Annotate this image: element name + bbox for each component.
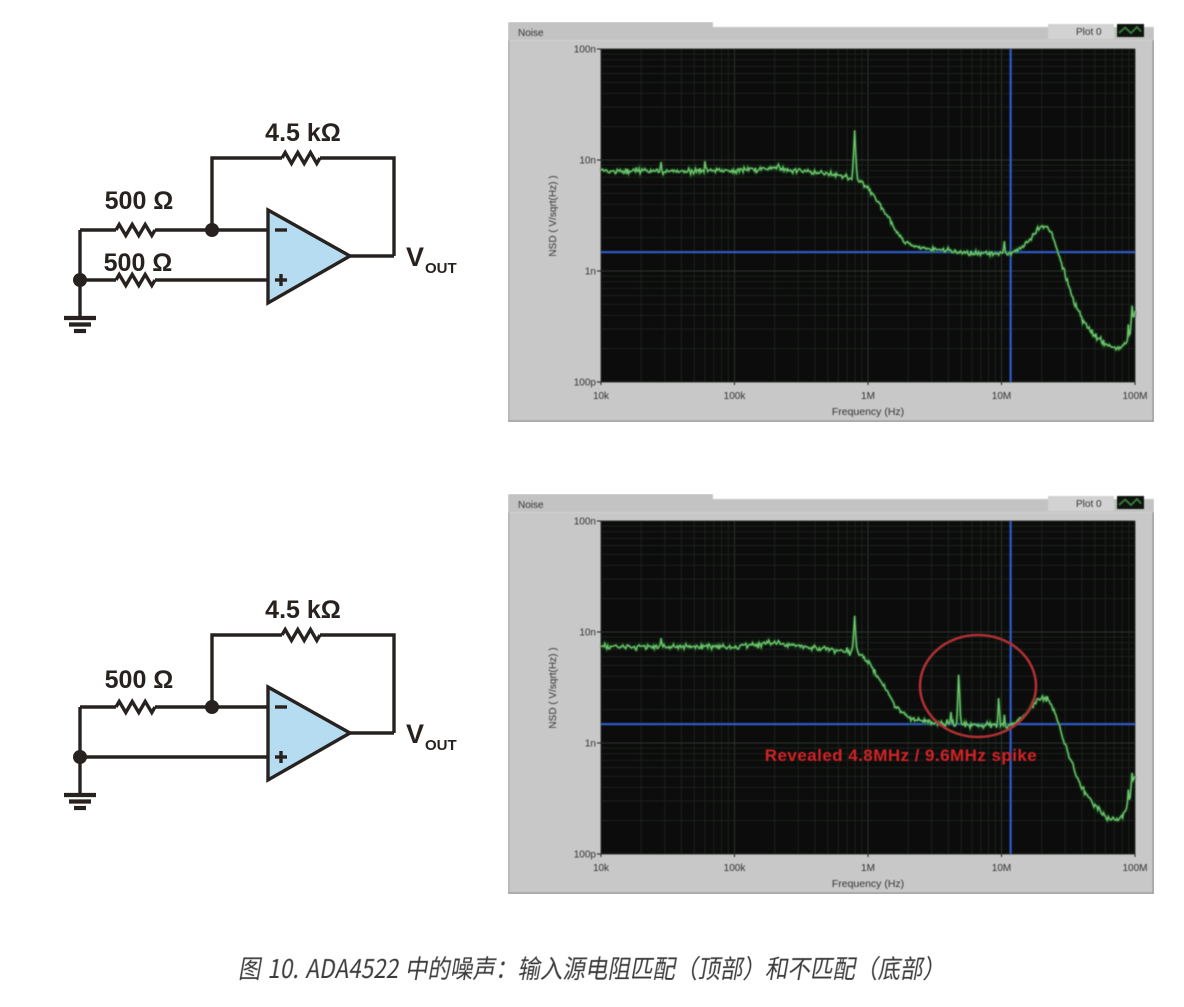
svg-text:Noise: Noise — [518, 500, 544, 511]
svg-text:1n: 1n — [585, 267, 596, 278]
svg-text:V: V — [406, 242, 424, 272]
svg-text:100M: 100M — [1122, 391, 1147, 402]
svg-text:100k: 100k — [724, 863, 747, 874]
svg-text:OUT: OUT — [425, 737, 457, 754]
svg-text:100n: 100n — [574, 45, 596, 56]
svg-text:500 Ω: 500 Ω — [104, 249, 173, 277]
svg-text:100k: 100k — [724, 391, 747, 402]
svg-text:10k: 10k — [593, 391, 610, 402]
svg-text:Noise: Noise — [518, 28, 544, 39]
svg-text:500 Ω: 500 Ω — [105, 666, 174, 694]
svg-text:10M: 10M — [992, 863, 1011, 874]
svg-text:1n: 1n — [585, 739, 596, 750]
svg-text:Revealed 4.8MHz / 9.6MHz spike: Revealed 4.8MHz / 9.6MHz spike — [765, 746, 1037, 765]
svg-text:NSD ( V/sqrt(Hz) ): NSD ( V/sqrt(Hz) ) — [548, 647, 559, 728]
svg-text:10M: 10M — [992, 391, 1011, 402]
svg-text:Frequency (Hz): Frequency (Hz) — [832, 878, 904, 890]
svg-text:1M: 1M — [861, 863, 875, 874]
svg-text:100M: 100M — [1122, 863, 1147, 874]
svg-text:V: V — [406, 719, 424, 749]
svg-text:500 Ω: 500 Ω — [105, 187, 174, 215]
svg-text:Frequency (Hz): Frequency (Hz) — [832, 406, 904, 418]
svg-text:NSD ( V/sqrt(Hz) ): NSD ( V/sqrt(Hz) ) — [548, 175, 559, 256]
svg-text:100p: 100p — [574, 378, 597, 389]
svg-text:10k: 10k — [593, 863, 610, 874]
svg-text:10n: 10n — [579, 156, 596, 167]
svg-text:100n: 100n — [574, 517, 596, 528]
svg-text:4.5 kΩ: 4.5 kΩ — [265, 119, 341, 147]
svg-text:4.5 kΩ: 4.5 kΩ — [265, 596, 341, 624]
svg-text:100p: 100p — [574, 850, 597, 861]
svg-text:Plot 0: Plot 0 — [1076, 499, 1102, 510]
svg-text:10n: 10n — [579, 628, 596, 639]
svg-text:Plot 0: Plot 0 — [1076, 27, 1102, 38]
svg-text:1M: 1M — [861, 391, 875, 402]
svg-text:OUT: OUT — [425, 260, 457, 277]
